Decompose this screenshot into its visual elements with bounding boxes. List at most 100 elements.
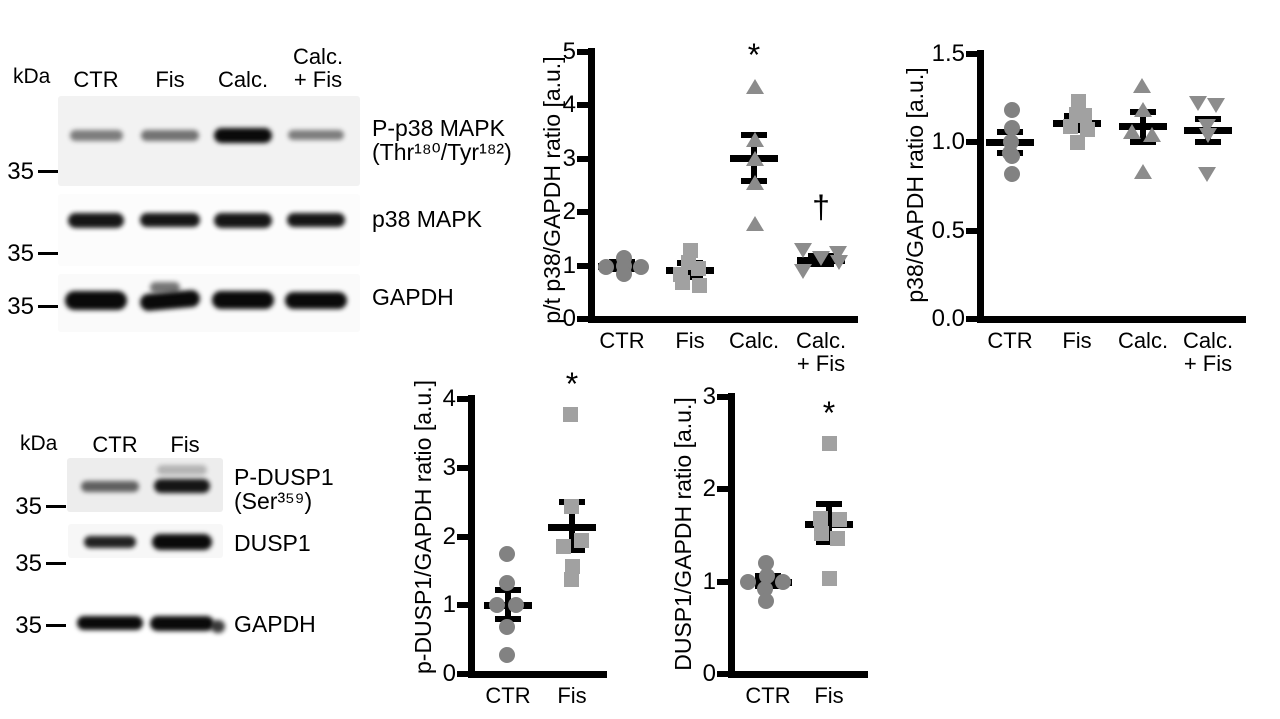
wb-band <box>152 534 212 550</box>
lane-label-calc-fis: Calc. + Fis <box>292 44 344 92</box>
data-point <box>1069 134 1085 150</box>
data-point <box>489 597 505 614</box>
data-point <box>1004 102 1020 119</box>
x-category-label: Calc. + Fis <box>1182 328 1234 376</box>
y-tick-label: 1 <box>562 251 576 279</box>
data-point <box>562 406 578 422</box>
y-tick <box>577 316 588 322</box>
y-tick <box>457 464 468 471</box>
x-axis <box>588 316 858 323</box>
y-tick-label: 5 <box>562 38 576 65</box>
molecular-weight-marker: 35 <box>7 240 34 267</box>
y-tick-label: 1.5 <box>931 39 965 67</box>
mean-line <box>548 523 596 531</box>
significance-marker: * <box>565 365 579 402</box>
y-tick-label: 0 <box>442 660 456 687</box>
x-category-label: Fis <box>814 683 844 708</box>
y-axis-title: p38/GAPDH ratio [a.u.] <box>902 67 928 303</box>
weight-marker-dash <box>46 624 66 627</box>
wb-band <box>141 129 199 141</box>
y-tick <box>577 49 588 55</box>
y-tick-label: 0.0 <box>931 305 965 332</box>
data-point <box>1207 98 1225 114</box>
data-point <box>812 250 830 266</box>
data-point <box>563 571 579 587</box>
y-tick <box>717 578 728 585</box>
data-point <box>1076 108 1092 124</box>
y-tick <box>717 671 728 677</box>
data-point <box>682 243 698 259</box>
data-point <box>1004 148 1020 165</box>
data-point <box>746 150 764 166</box>
y-tick-label: 3 <box>442 453 456 481</box>
data-point <box>633 258 649 275</box>
mean-line <box>1119 123 1167 131</box>
weight-marker-dash <box>46 562 66 565</box>
data-point <box>1134 164 1152 180</box>
data-point <box>674 275 690 291</box>
molecular-weight-marker: 35 <box>7 293 34 320</box>
band-label-gapdh: GAPDH <box>234 611 316 637</box>
p38-gapdh-chart: p38/GAPDH ratio [a.u.] 0.0 0.5 1.0 1.5 CTR Fi… <box>880 20 1280 395</box>
weight-marker-dash <box>38 170 58 173</box>
wb-band <box>214 212 272 228</box>
y-tick <box>717 486 728 493</box>
y-tick <box>717 394 728 401</box>
data-point <box>499 574 515 591</box>
data-point <box>499 546 515 563</box>
y-tick-label: 4 <box>442 385 456 412</box>
mean-line <box>805 520 853 528</box>
y-tick <box>457 671 468 677</box>
y-tick-label: 3 <box>702 383 716 411</box>
x-category-label: CTR <box>987 328 1033 353</box>
y-axis <box>468 395 475 678</box>
data-point <box>1079 122 1095 138</box>
x-axis <box>468 671 607 678</box>
data-point <box>829 530 845 546</box>
kda-unit-label: kDa <box>20 432 58 455</box>
x-category-label: CTR <box>745 683 791 708</box>
data-point <box>759 568 775 585</box>
data-point <box>758 593 774 610</box>
data-point <box>616 266 632 283</box>
p38-western-blot: kDa CTR Fis Calc. Calc. + Fis 35 35 35 P… <box>0 0 520 375</box>
data-point <box>831 512 847 528</box>
wb-band <box>214 127 272 143</box>
error-bar-cap <box>816 501 842 508</box>
x-category-label: Fis <box>557 683 587 708</box>
wb-band <box>150 281 180 293</box>
wb-band <box>69 129 123 141</box>
error-bar-cap <box>559 546 585 553</box>
data-point <box>1198 167 1216 183</box>
wb-band <box>84 536 136 548</box>
data-point <box>794 242 812 258</box>
y-tick-label: 1 <box>442 591 456 619</box>
data-point <box>740 573 756 590</box>
molecular-weight-marker: 35 <box>15 550 42 577</box>
p-dusp1-gapdh-chart: p-DUSP1/GAPDH ratio [a.u.] 0 1 2 3 4 CTR Fis * <box>390 367 650 719</box>
data-point <box>690 260 706 276</box>
data-point <box>830 255 848 271</box>
data-point <box>758 555 774 572</box>
wb-band <box>154 479 210 493</box>
y-tick-label: 1 <box>702 567 716 595</box>
error-bar-cap <box>1195 116 1221 123</box>
data-point <box>563 499 579 515</box>
x-category-label: Fis <box>675 328 705 353</box>
y-tick-label: 4 <box>562 91 576 119</box>
data-point <box>1004 120 1020 137</box>
data-point <box>508 597 524 614</box>
data-point <box>775 573 791 590</box>
x-category-label: Calc. <box>728 328 780 353</box>
lane-label-fis: Fis <box>155 67 185 92</box>
x-axis <box>728 671 868 678</box>
wb-band <box>211 619 225 633</box>
wb-band <box>285 291 347 309</box>
y-tick <box>577 262 588 269</box>
y-tick <box>577 155 588 162</box>
pt-p38-gapdh-chart: p/t p38/GAPDH ratio [a.u.] 0 1 2 3 4 5 CTR Fis C… <box>520 20 890 395</box>
data-point <box>1133 77 1151 93</box>
y-tick <box>966 227 977 234</box>
significance-marker: * <box>822 394 836 431</box>
y-tick-label: 2 <box>562 198 576 226</box>
